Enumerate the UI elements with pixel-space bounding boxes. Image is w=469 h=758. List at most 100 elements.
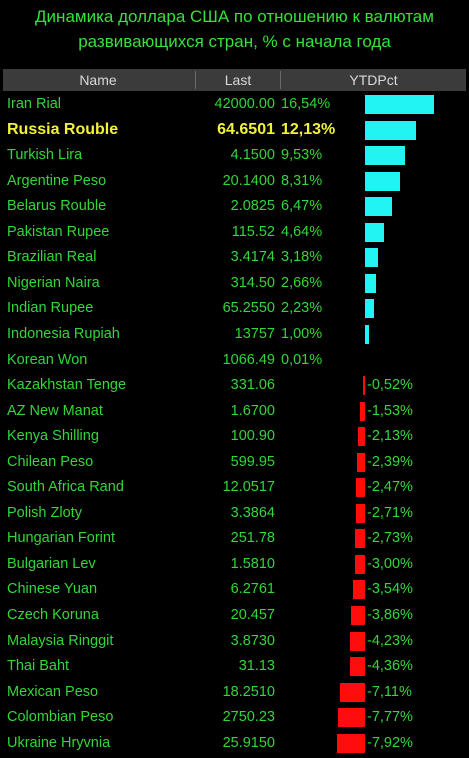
currency-name: Thai Baht — [7, 658, 70, 675]
last-value: 251.78 — [230, 530, 275, 547]
table-row[interactable]: Belarus Rouble 2.0825 6,47% — [3, 194, 466, 220]
ytd-bar — [350, 631, 365, 651]
table-row[interactable]: Russia Rouble 64.6501 12,13% — [3, 118, 466, 144]
table-row[interactable]: Polish Zloty 3.3864 -2,71% — [3, 501, 466, 527]
ytd-pct-label: -3,00% — [367, 555, 413, 572]
ytd-bar — [365, 197, 393, 217]
table-row[interactable]: Malaysia Ringgit 3.8730 -4,23% — [3, 629, 466, 655]
currency-name: Pakistan Rupee — [7, 223, 110, 240]
table-row[interactable]: Chilean Peso 599.95 -2,39% — [3, 450, 466, 476]
last-value: 2.0825 — [230, 198, 275, 215]
last-value: 3.3864 — [230, 504, 275, 521]
table-row[interactable]: Czech Koruna 20.457 -3,86% — [3, 603, 466, 629]
ytd-bar — [340, 682, 365, 702]
ytd-bar — [365, 324, 370, 344]
table-row[interactable]: Nigerian Naira 314.50 2,66% — [3, 271, 466, 297]
ytd-pct-label: 16,54% — [281, 96, 331, 112]
table-row[interactable]: Turkish Lira 4.1500 9,53% — [3, 143, 466, 169]
table-row[interactable]: Pakistan Rupee 115.52 4,64% — [3, 220, 466, 246]
table-row[interactable]: AZ New Manat 1.6700 -1,53% — [3, 399, 466, 425]
last-value: 4.1500 — [230, 147, 275, 164]
table-row[interactable]: Chinese Yuan 6.2761 -3,54% — [3, 577, 466, 603]
table-row[interactable]: Ukraine Hryvnia 25.9150 -7,92% — [3, 731, 466, 757]
table-row[interactable]: Kenya Shilling 100.90 -2,13% — [3, 424, 466, 450]
ytd-bar — [365, 222, 385, 242]
column-header-name[interactable]: Name — [79, 72, 117, 88]
ytd-bar — [365, 120, 416, 140]
table-row[interactable]: Thai Baht 31.13 -4,36% — [3, 654, 466, 680]
table-row[interactable]: Hungarian Forint 251.78 -2,73% — [3, 526, 466, 552]
ytd-bar — [352, 580, 365, 600]
ytd-pct-label: -2,71% — [367, 504, 413, 521]
ytd-pct-label: -2,39% — [367, 453, 413, 470]
table-row[interactable]: South Africa Rand 12.0517 -2,47% — [3, 475, 466, 501]
ytd-pct-label: -4,23% — [367, 632, 413, 649]
ytd-bar — [354, 554, 365, 574]
ytd-bar — [355, 503, 365, 523]
ytd-pct-label: -3,86% — [367, 607, 413, 623]
table-row[interactable]: Brazilian Real 3.4174 3,18% — [3, 245, 466, 271]
last-value: 18.2510 — [222, 683, 275, 700]
currency-name: Colombian Peso — [7, 709, 114, 726]
table-row[interactable]: Indian Rupee 65.2550 2,23% — [3, 296, 466, 322]
currency-name: Argentine Peso — [7, 172, 107, 189]
last-value: 12.0517 — [222, 479, 275, 496]
currency-name: Indian Rupee — [7, 300, 94, 317]
ytd-pct-label: -7,11% — [367, 683, 412, 700]
last-value: 31.13 — [238, 658, 275, 675]
table-row[interactable]: Iran Rial 42000.00 16,54% — [3, 92, 466, 118]
currency-name: Indonesia Rupiah — [7, 325, 120, 342]
currency-name: Ukraine Hryvnia — [7, 734, 111, 751]
last-value: 3.4174 — [230, 249, 275, 266]
table-row[interactable]: Korean Won 1066.49 0,01% — [3, 348, 466, 374]
ytd-bar — [365, 299, 375, 319]
last-value: 115.52 — [231, 223, 275, 240]
last-value: 100.90 — [230, 428, 275, 445]
ytd-pct-label: 2,66% — [281, 274, 323, 291]
ytd-pct-label: -2,73% — [367, 530, 413, 547]
table-row[interactable]: Kazakhstan Tenge 331.06 -0,52% — [3, 373, 466, 399]
currency-name: Iran Rial — [7, 96, 61, 112]
ytd-pct-label: 2,23% — [281, 300, 323, 317]
currency-name: Malaysia Ringgit — [7, 632, 114, 649]
last-value: 314.50 — [230, 274, 275, 291]
column-header-ytdpct[interactable]: YTDPct — [349, 72, 398, 88]
ytd-bar — [359, 401, 365, 421]
last-value: 6.2761 — [230, 581, 275, 598]
currency-name: Czech Koruna — [7, 607, 99, 623]
currency-name: Chinese Yuan — [7, 581, 98, 598]
ytd-pct-label: 8,31% — [281, 172, 323, 189]
ytd-pct-label: -2,13% — [367, 428, 413, 445]
ytd-bar — [365, 273, 377, 293]
last-value: 42000.00 — [214, 96, 275, 112]
ytd-pct-label: -4,36% — [367, 658, 413, 675]
ytd-bar — [356, 478, 365, 498]
ytd-bar — [337, 708, 365, 728]
currency-name: AZ New Manat — [7, 402, 103, 419]
ytd-bar — [365, 171, 400, 191]
last-value: 331.06 — [230, 377, 275, 394]
table-row[interactable]: Mexican Peso 18.2510 -7,11% — [3, 680, 466, 706]
column-header-last[interactable]: Last — [224, 72, 252, 88]
last-value: 25.9150 — [222, 734, 275, 751]
currency-name: Belarus Rouble — [7, 198, 107, 215]
currency-name: South Africa Rand — [7, 479, 124, 496]
ytd-pct-label: -7,92% — [367, 734, 413, 751]
ytd-pct-label: 4,64% — [281, 223, 323, 240]
currency-name: Brazilian Real — [7, 249, 97, 266]
currency-name: Polish Zloty — [7, 504, 82, 521]
ytd-bar — [357, 427, 365, 447]
last-value: 2750.23 — [222, 709, 275, 726]
table-row[interactable]: Bulgarian Lev 1.5810 -3,00% — [3, 552, 466, 578]
currency-name: Turkish Lira — [7, 147, 83, 164]
currency-name: Korean Won — [7, 351, 88, 368]
ytd-bar — [365, 248, 379, 268]
table-row[interactable]: Argentine Peso 20.1400 8,31% — [3, 169, 466, 195]
currency-name: Kenya Shilling — [7, 428, 99, 445]
last-value: 64.6501 — [217, 120, 275, 138]
table-row[interactable]: Colombian Peso 2750.23 -7,77% — [3, 705, 466, 731]
ytd-bar — [355, 529, 365, 549]
last-value: 20.1400 — [222, 172, 275, 189]
table-header: Name Last YTDPct — [3, 69, 466, 91]
table-row[interactable]: Indonesia Rupiah 13757 1,00% — [3, 322, 466, 348]
